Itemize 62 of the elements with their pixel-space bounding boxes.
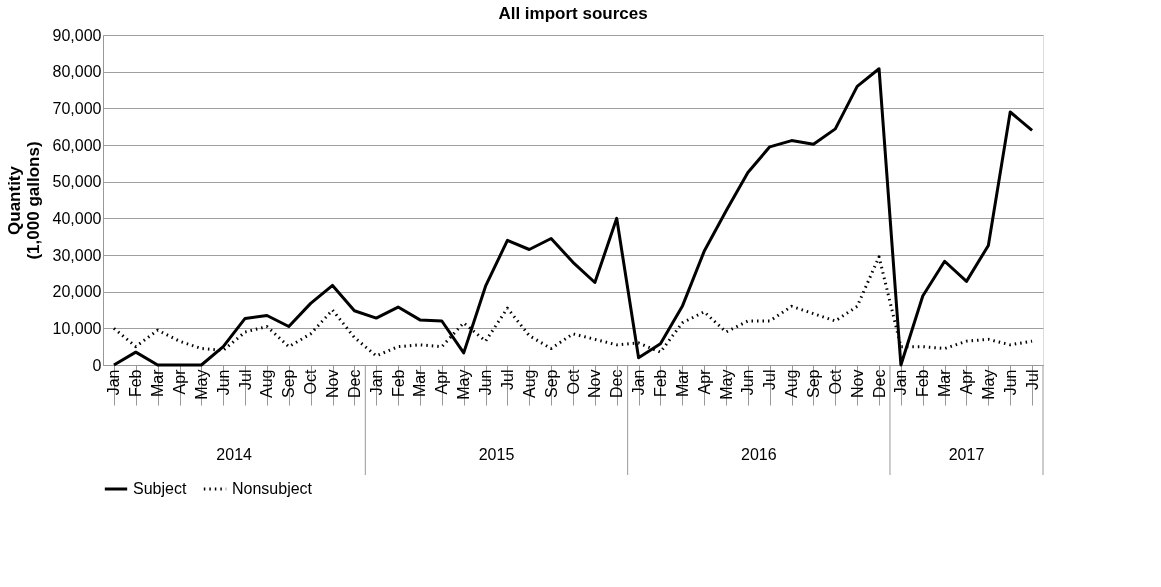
x-tick-label: Oct: [564, 368, 582, 395]
x-tick-label: Apr: [171, 368, 189, 395]
x-tick-label: Jan: [367, 369, 385, 396]
x-tick-label: Jul: [1023, 369, 1041, 390]
x-tick-label: Apr: [957, 368, 975, 395]
x-tick-label: Dec: [608, 369, 626, 398]
text: 2016: [741, 446, 777, 463]
y-tick-label: 30,000: [52, 246, 102, 264]
y-tick-label: 0: [92, 356, 102, 374]
x-tick-label: Jun: [477, 369, 495, 396]
y-tick-label: 50,000: [52, 173, 102, 191]
y-tick-label: 90,000: [52, 26, 102, 44]
text: 2017: [948, 446, 985, 463]
x-tick-label: Jun: [739, 369, 757, 396]
x-tick-label: Jun: [214, 369, 232, 396]
y-tick-label: 40,000: [52, 209, 102, 227]
x-tick-label: May: [979, 369, 997, 400]
y-tick-label: 80,000: [52, 63, 102, 81]
x-tick-label: Dec: [345, 369, 363, 398]
line-series: [112, 67, 1034, 367]
x-tick-label: Feb: [651, 369, 669, 398]
x-tick-label: Sep: [280, 369, 298, 398]
y-tick-label: 60,000: [52, 136, 102, 154]
x-tick-label: Nov: [586, 369, 604, 398]
x-tick-label: Feb: [127, 369, 145, 398]
x-tick-label: Mar: [411, 368, 429, 398]
x-tick-label: Aug: [258, 369, 276, 398]
y-tick-label: 70,000: [52, 99, 102, 117]
x-tick-label: Jun: [1001, 369, 1019, 396]
x-tick-label: May: [717, 369, 735, 400]
y-tick-label: 20,000: [52, 283, 102, 301]
x-tick-label: Jan: [892, 369, 910, 396]
x-tick-label: Feb: [389, 369, 407, 398]
chart-title: All import sources: [498, 4, 648, 23]
x-tick-label: Jul: [236, 369, 254, 390]
x-tick-label: Mar: [673, 368, 691, 398]
x-tick-label: Sep: [542, 369, 560, 398]
x-tick-label: Sep: [804, 369, 822, 398]
x-tick-label: Jan: [105, 369, 123, 396]
y-axis-title: Quantity (1,000 gallons): [4, 141, 43, 260]
x-tick-label: Apr: [433, 368, 451, 395]
x-tick-label: Mar: [936, 368, 954, 398]
x-tick-label: Apr: [695, 368, 713, 395]
x-tick-label: Aug: [783, 369, 801, 398]
x-tick-label: May: [455, 369, 473, 400]
x-tick-label: Jul: [761, 369, 779, 390]
legend-label: Nonsubject: [232, 480, 313, 497]
x-tick-label: Oct: [302, 368, 320, 395]
text: 2014: [216, 446, 253, 463]
x-tick-label: Jul: [498, 369, 516, 390]
x-tick-label: Mar: [149, 368, 167, 398]
x-tick-label: Nov: [848, 369, 866, 398]
y-tick-label: 10,000: [52, 319, 102, 337]
x-tick-label: Oct: [826, 368, 844, 395]
x-tick-label: Jan: [630, 369, 648, 396]
x-tick-label: May: [192, 369, 210, 400]
x-tick-label: Dec: [870, 369, 888, 398]
text: 2015: [478, 446, 515, 463]
legend-label: Subject: [133, 480, 187, 497]
x-tick-label: Feb: [914, 369, 932, 398]
x-tick-label: Aug: [520, 369, 538, 398]
x-tick-label: Nov: [324, 369, 342, 398]
